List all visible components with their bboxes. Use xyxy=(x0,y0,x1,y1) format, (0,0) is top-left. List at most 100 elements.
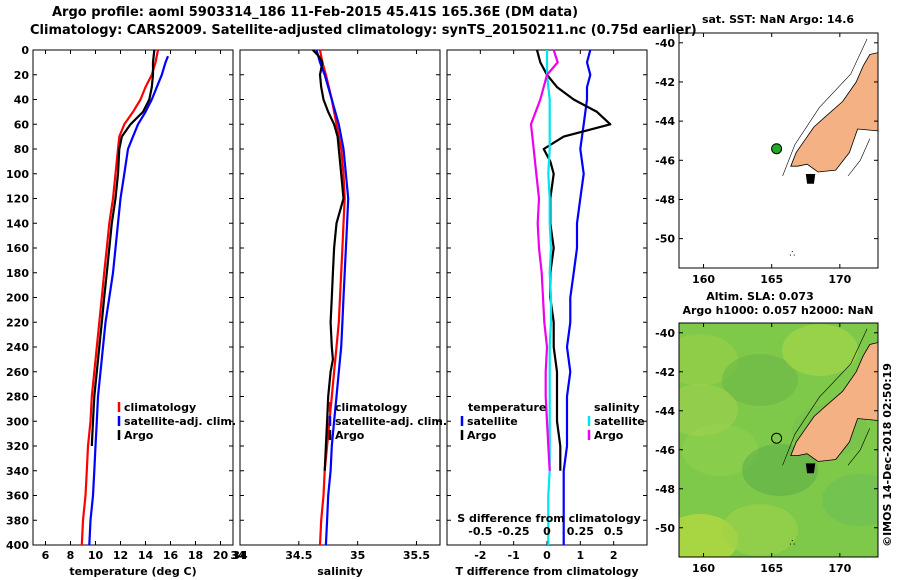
depth-tick-label: 340 xyxy=(6,465,29,478)
depth-tick-label: 380 xyxy=(6,514,29,527)
legend-satellite-adj: satellite-adj. clim. xyxy=(124,415,236,428)
depth-tick-label: 240 xyxy=(6,341,29,354)
depth-tick-label: 300 xyxy=(6,415,29,428)
title-line-1: Argo profile: aoml 5903314_186 11-Feb-20… xyxy=(52,5,579,20)
argo-position-marker xyxy=(771,143,783,155)
bathymetry-contour xyxy=(847,138,871,177)
x-tick-label: 8 xyxy=(67,549,75,562)
sst-map-frame xyxy=(678,32,879,269)
bathymetry-contour xyxy=(847,428,871,466)
argo-position-marker xyxy=(771,432,783,444)
temperature-panel-frame xyxy=(32,49,234,546)
difference-panel-frame xyxy=(446,49,648,546)
depth-tick-label: 60 xyxy=(14,118,30,131)
map-y-tick-label: -40 xyxy=(655,327,675,340)
sla-patch xyxy=(679,384,738,436)
map-y-tick-label: -42 xyxy=(655,366,675,379)
x-tick-label: 18 xyxy=(188,549,203,562)
map-y-tick-label: -50 xyxy=(655,233,675,246)
sla-map-frame xyxy=(678,322,879,558)
sst-map-content: ∴ xyxy=(782,38,878,259)
temperature-panel-xlabel: temperature (deg C) xyxy=(69,565,196,578)
depth-tick-label: 100 xyxy=(6,168,29,181)
x-tick-label: 34.5 xyxy=(285,549,312,562)
map-y-tick-label: -46 xyxy=(655,444,675,457)
legend-salinity-title: salinity xyxy=(594,401,640,414)
difference-panel-series-0 xyxy=(562,49,592,545)
x-tick-label: -1 xyxy=(508,549,520,562)
map-y-tick-label: -50 xyxy=(655,522,675,535)
legend-climatology: climatology xyxy=(335,401,407,414)
depth-tick-label: 320 xyxy=(6,440,29,453)
sla-patch xyxy=(722,354,798,406)
map-x-tick-label: 170 xyxy=(828,562,851,575)
salinity-panel-series-2 xyxy=(312,49,345,471)
depth-tick-label: 220 xyxy=(6,316,29,329)
map-y-tick-label: -44 xyxy=(655,115,675,128)
depth-tick-label: 40 xyxy=(14,94,30,107)
s-tick-label: -0.5 xyxy=(468,525,492,538)
sst-map: ∴ xyxy=(678,32,879,269)
auckland-island-mark: ∴ xyxy=(789,249,795,259)
depth-tick-label: 280 xyxy=(6,391,29,404)
sla-map-title-2: Argo h1000: 0.057 h2000: NaN xyxy=(682,304,873,317)
x-tick-label: 0 xyxy=(543,549,551,562)
x-tick-label: 34 xyxy=(232,549,248,562)
legend-sal-satellite: satellite xyxy=(594,415,645,428)
s-tick-label: 0.25 xyxy=(567,525,594,538)
temperature-panel-series-1 xyxy=(88,55,170,546)
map-x-tick-label: 160 xyxy=(692,562,715,575)
x-tick-label: 35.5 xyxy=(403,549,430,562)
sla-map: ∴ xyxy=(678,322,879,558)
x-tick-label: 2 xyxy=(610,549,618,562)
map-y-tick-label: -46 xyxy=(655,154,675,167)
depth-tick-label: 80 xyxy=(14,143,30,156)
land-south-island xyxy=(790,342,878,462)
depth-tick-label: 0 xyxy=(21,44,29,57)
x-tick-label: 10 xyxy=(88,549,104,562)
map-y-tick-label: -48 xyxy=(655,483,675,496)
difference-panel-series-3 xyxy=(529,49,559,471)
s-tick-label: 0.5 xyxy=(604,525,624,538)
map-y-tick-label: -40 xyxy=(655,37,675,50)
bathymetry-contour xyxy=(782,328,868,466)
legend-satellite-adj: satellite-adj. clim. xyxy=(335,415,447,428)
depth-tick-label: 140 xyxy=(6,217,29,230)
x-tick-label: 14 xyxy=(138,549,154,562)
land-south-island xyxy=(790,52,878,173)
legend-temperature-title: temperature xyxy=(468,401,546,414)
auckland-island-mark: ∴ xyxy=(789,538,795,548)
legend-climatology: climatology xyxy=(124,401,196,414)
sst-map-title: sat. SST: NaN Argo: 14.6 xyxy=(702,13,854,26)
depth-tick-label: 20 xyxy=(14,69,30,82)
depth-tick-label: 180 xyxy=(6,267,29,280)
difference-panel-xlabel-top: S difference from climatology xyxy=(457,512,641,525)
salinity-panel-xlabel: salinity xyxy=(317,565,363,578)
legend-argo: Argo xyxy=(335,429,365,442)
x-tick-label: 16 xyxy=(163,549,179,562)
legend-temp-satellite: satellite xyxy=(467,415,518,428)
depth-tick-label: 200 xyxy=(6,292,29,305)
temperature-panel-series-0 xyxy=(80,49,160,546)
depth-tick-label: 120 xyxy=(6,193,29,206)
s-tick-label: 0 xyxy=(543,525,551,538)
map-x-tick-label: 165 xyxy=(760,562,783,575)
depth-tick-label: 160 xyxy=(6,242,29,255)
map-x-tick-label: 165 xyxy=(760,273,783,286)
x-tick-label: 35 xyxy=(350,549,365,562)
x-tick-label: 6 xyxy=(42,549,50,562)
s-tick-label: -0.25 xyxy=(498,525,530,538)
x-tick-label: 12 xyxy=(113,549,128,562)
map-y-tick-label: -42 xyxy=(655,76,675,89)
land-stewart-island xyxy=(805,174,816,184)
x-tick-label: 34 xyxy=(230,549,246,562)
sla-patch xyxy=(782,324,858,376)
difference-panel-xlabel: T difference from climatology xyxy=(455,565,638,578)
sla-patch xyxy=(742,444,818,496)
title-line-2: Climatology: CARS2009. Satellite-adjuste… xyxy=(30,23,697,38)
x-tick-label: 20 xyxy=(213,549,229,562)
land-stewart-island xyxy=(805,463,816,474)
map-x-tick-label: 160 xyxy=(692,273,715,286)
depth-tick-label: 260 xyxy=(6,366,29,379)
